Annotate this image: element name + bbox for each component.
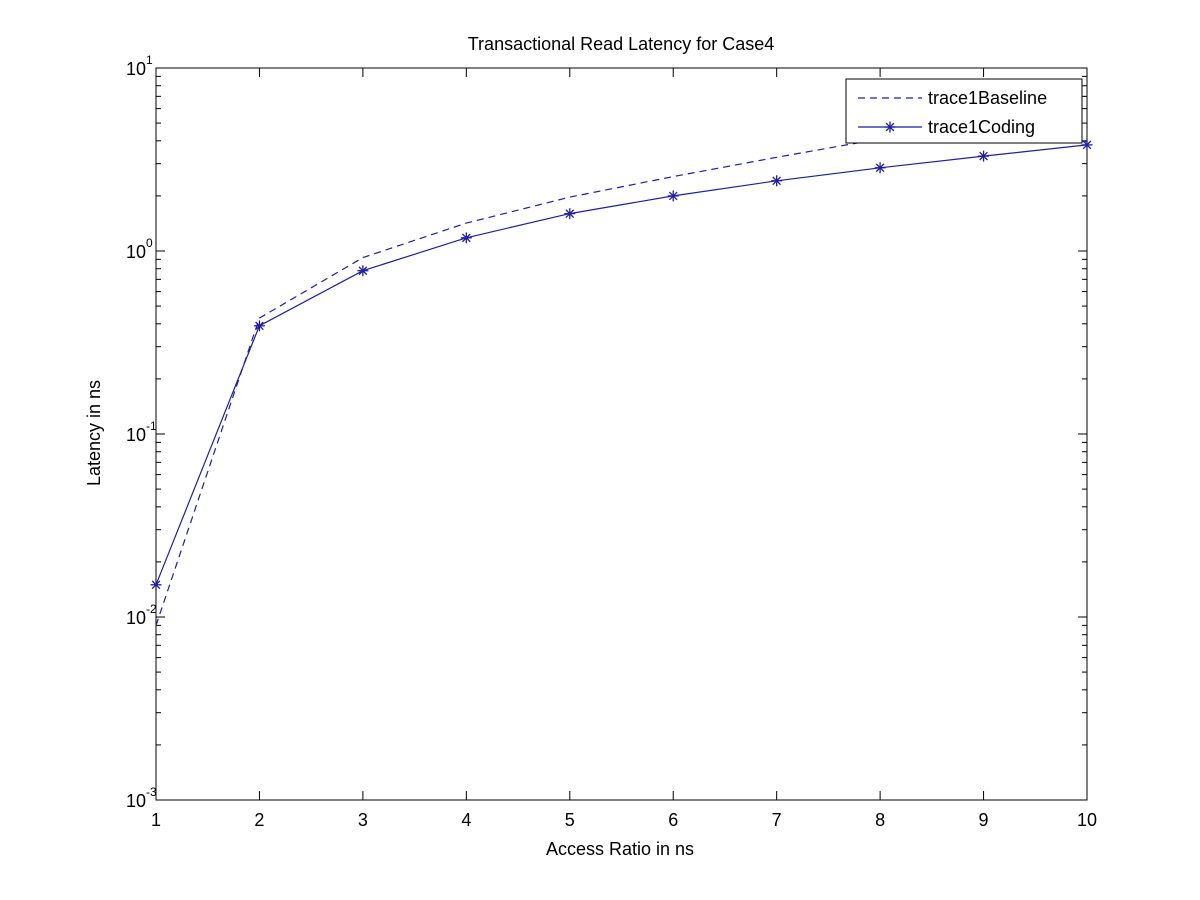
legend-box: [845, 78, 1083, 144]
data-point-trace1Coding: [357, 265, 369, 277]
data-point-trace1Coding: [1081, 139, 1093, 151]
x-tick-label: 8: [875, 810, 885, 830]
x-tick-label: 3: [358, 810, 368, 830]
series-line-trace1Baseline: [155, 129, 1088, 626]
data-point-trace1Coding: [253, 320, 265, 332]
y-tick-label: 101: [126, 53, 153, 79]
legend-label-trace1Coding: trace1Coding: [928, 117, 1035, 137]
x-tick-label: 10: [1077, 810, 1097, 830]
x-tick-label: 4: [461, 810, 471, 830]
y-axis-label: Latency in ns: [84, 380, 104, 486]
y-tick-label: 10-2: [126, 602, 157, 628]
legend-marker-trace1Coding: [884, 121, 896, 133]
y-tick-label: 10-1: [126, 419, 157, 445]
x-tick-label: 7: [772, 810, 782, 830]
legend: trace1Baseline trace1Coding: [845, 78, 1083, 144]
y-tick-label: 100: [126, 236, 153, 262]
y-tick-label: 10-3: [126, 785, 157, 811]
x-tick-label: 2: [254, 810, 264, 830]
chart-title: Transactional Read Latency for Case4: [468, 34, 775, 54]
x-tick-label: 9: [979, 810, 989, 830]
data-point-trace1Coding: [771, 175, 783, 187]
plot-area: 1 2 3 4 5 6 7 8 9 10 10-3 10-2 10-1 100 101: [126, 53, 1097, 830]
data-point-trace1Coding: [667, 190, 679, 202]
data-point-trace1Coding: [460, 232, 472, 244]
series-line-trace1Coding: [155, 144, 1088, 586]
x-tick-label: 6: [668, 810, 678, 830]
data-point-trace1Coding: [978, 150, 990, 162]
data-point-trace1Coding: [150, 579, 162, 591]
data-point-trace1Coding: [874, 162, 886, 174]
x-axis-label: Access Ratio in ns: [546, 839, 694, 859]
x-tick-label: 5: [565, 810, 575, 830]
x-tick-label: 1: [151, 810, 161, 830]
legend-label-trace1Baseline: trace1Baseline: [928, 88, 1047, 108]
data-point-trace1Coding: [564, 208, 576, 220]
